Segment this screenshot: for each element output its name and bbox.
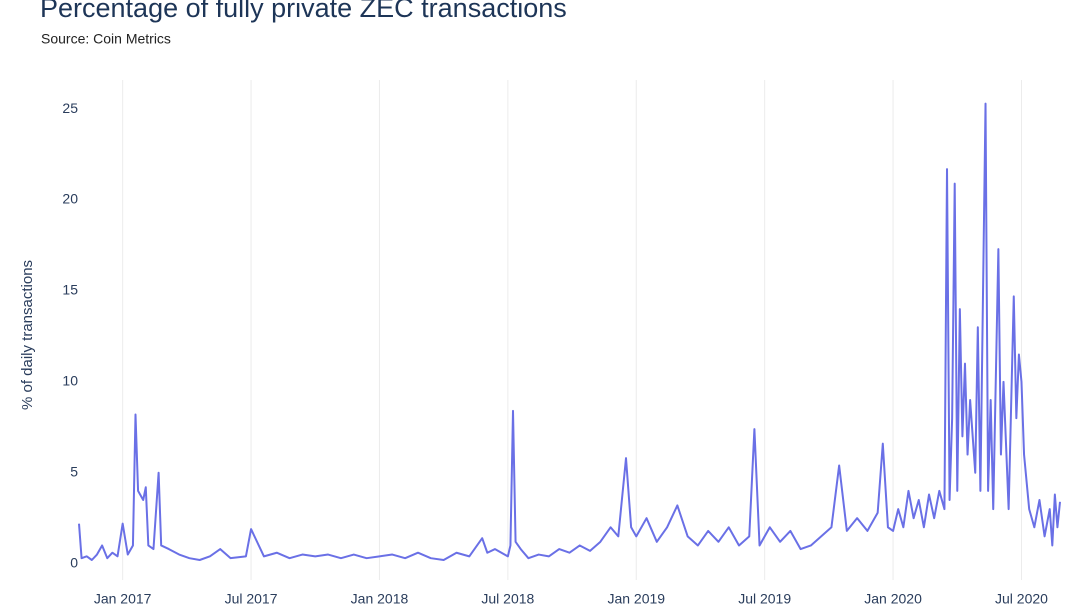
y-tick-label: 20 (62, 191, 78, 207)
x-tick-label: Jul 2019 (738, 591, 791, 607)
x-tick-label: Jul 2020 (995, 591, 1048, 607)
y-axis-label: % of daily transactions (19, 260, 36, 410)
x-tick-label: Jul 2018 (481, 591, 534, 607)
y-tick-label: 5 (70, 463, 78, 479)
x-tick-label: Jan 2019 (607, 591, 665, 607)
y-tick-label: 10 (62, 373, 78, 389)
x-tick-label: Jul 2017 (225, 591, 278, 607)
y-tick-label: 15 (62, 282, 78, 298)
y-tick-label: 25 (62, 100, 78, 116)
chart-subtitle: Source: Coin Metrics (41, 31, 171, 47)
x-tick-label: Jan 2017 (94, 591, 152, 607)
x-tick-label: Jan 2018 (351, 591, 409, 607)
data-line (78, 102, 1061, 561)
chart-title: Percentage of fully private ZEC transact… (40, 0, 567, 23)
y-tick-label: 0 (70, 554, 78, 570)
x-tick-label: Jan 2020 (864, 591, 922, 607)
